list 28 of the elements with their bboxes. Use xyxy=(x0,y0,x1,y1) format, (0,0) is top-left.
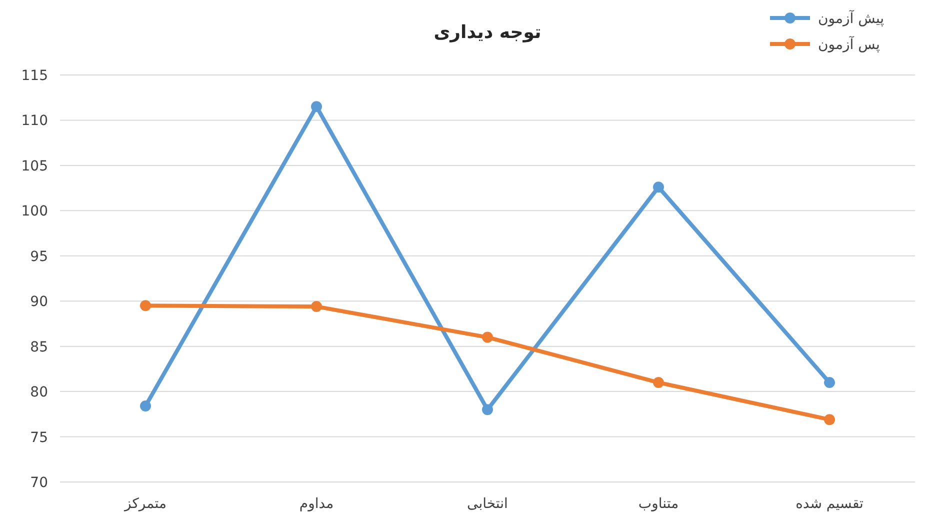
y-tick-label: 105 xyxy=(21,158,48,174)
point xyxy=(482,332,493,343)
point xyxy=(482,404,493,416)
y-tick-label: 75 xyxy=(30,430,48,446)
y-tick-label: 80 xyxy=(30,384,48,401)
y-tick-label: 100 xyxy=(21,204,48,220)
x-tick-label: انتخابی xyxy=(467,496,508,512)
y-tick-label: 70 xyxy=(30,475,48,491)
point xyxy=(824,377,835,388)
y-tick-label: 95 xyxy=(30,248,48,265)
point xyxy=(653,377,664,388)
point xyxy=(311,301,322,312)
y-tick-label: 115 xyxy=(21,68,48,84)
point xyxy=(140,300,151,312)
legend-label: پیش آزمون xyxy=(818,9,884,27)
point xyxy=(824,414,835,426)
y-tick-label: 85 xyxy=(30,339,48,356)
x-tick-label: مداوم xyxy=(299,496,334,512)
point xyxy=(311,101,322,112)
x-tick-label: تقسیم شده xyxy=(796,496,864,512)
y-tick-label: 110 xyxy=(21,113,48,130)
point xyxy=(140,400,151,412)
y-tick-label: 90 xyxy=(30,294,48,310)
point xyxy=(653,182,664,193)
x-tick-label: متمرکز xyxy=(124,496,166,512)
x-tick-label: متناوب xyxy=(638,496,679,512)
legend-label: پس آزمون xyxy=(818,35,880,53)
chart-title: توجه دیداری xyxy=(434,22,542,43)
